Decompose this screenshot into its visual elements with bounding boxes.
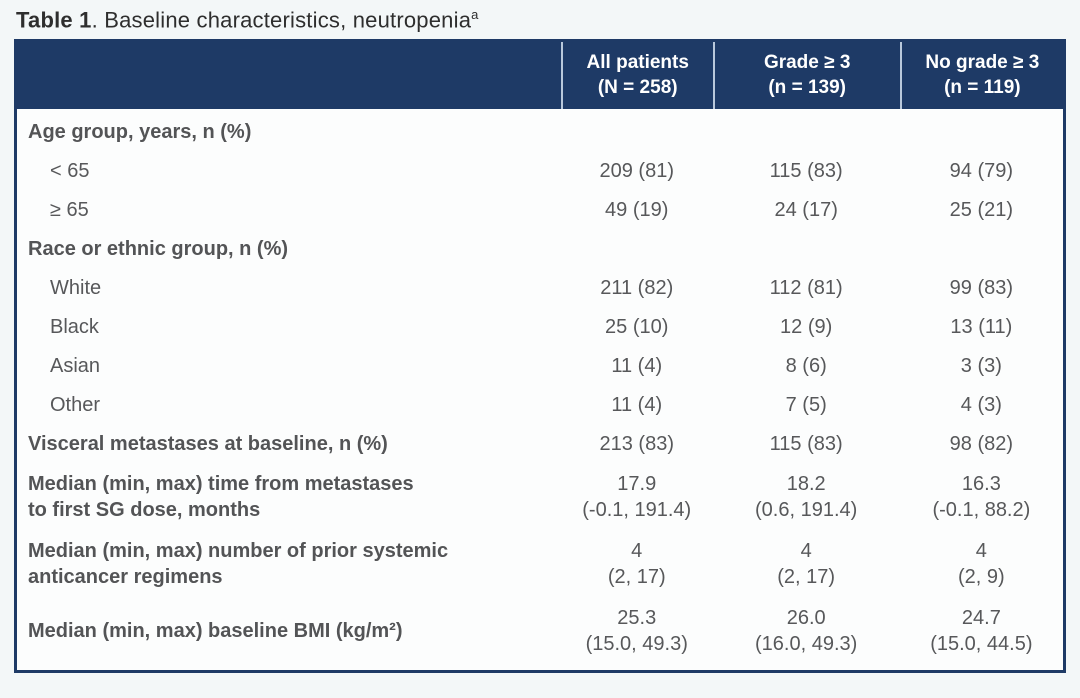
cell-value: 11 (4) <box>611 354 663 377</box>
cell-value: 16.3 (-0.1, 88.2) <box>932 472 1031 521</box>
table-header-row: All patients (N = 258) Grade ≥ 3 (n = 13… <box>17 42 1063 109</box>
table-title-footnote-marker: a <box>471 7 479 22</box>
cell-value: 211 (82) <box>600 276 674 299</box>
cell-value: 4 (2, 9) <box>958 539 1005 588</box>
cell-value: 4 (2, 17) <box>607 539 666 588</box>
table-row: Black 25 (10) 12 (9) 13 (11) <box>17 308 1063 347</box>
cell-value: 112 (81) <box>769 276 843 299</box>
cell-value: 4 (2, 17) <box>777 539 836 588</box>
table-title-prefix: Table 1 <box>16 7 92 33</box>
row-label: Race or ethnic group, n (%) <box>28 237 289 260</box>
cell-value: 25.3 (15.0, 49.3) <box>585 606 688 655</box>
cell-value: 115 (83) <box>769 432 843 455</box>
cell-value: 94 (79) <box>949 159 1014 182</box>
table-title: Table 1. Baseline characteristics, neutr… <box>0 0 1080 39</box>
cell-value: 12 (9) <box>780 315 833 338</box>
table-row: Race or ethnic group, n (%) <box>17 230 1063 269</box>
row-label: Median (min, max) number of prior system… <box>28 539 449 588</box>
cell-value: 98 (82) <box>949 432 1014 455</box>
cell-value: 8 (6) <box>785 354 827 377</box>
column-header-all-patients: All patients (N = 258) <box>560 42 713 109</box>
cell-value: 17.9 (-0.1, 191.4) <box>582 472 692 521</box>
table-row: Asian 11 (4) 8 (6) 3 (3) <box>17 347 1063 386</box>
cell-value: 11 (4) <box>611 393 663 416</box>
table-row: Median (min, max) number of prior system… <box>17 531 1063 598</box>
row-label: < 65 <box>50 159 90 182</box>
row-label: Age group, years, n (%) <box>28 120 252 143</box>
cell-value: 209 (81) <box>599 159 674 182</box>
row-label: Black <box>50 315 99 338</box>
row-label: ≥ 65 <box>50 198 89 221</box>
cell-value: 26.0 (16.0, 49.3) <box>755 606 858 655</box>
cell-value: 99 (83) <box>949 276 1014 299</box>
cell-value: 3 (3) <box>960 354 1002 377</box>
row-label: Median (min, max) baseline BMI (kg/m²) <box>28 619 403 642</box>
cell-value: 25 (10) <box>605 315 669 338</box>
table-row: Age group, years, n (%) <box>17 113 1063 152</box>
cell-value: 4 (3) <box>960 393 1002 416</box>
table-row: Median (min, max) time from metastases t… <box>17 464 1063 531</box>
cell-value: 49 (19) <box>605 198 669 221</box>
cell-value: 24 (17) <box>774 198 838 221</box>
column-header-no-grade-ge3: No grade ≥ 3 (n = 119) <box>899 42 1063 109</box>
row-label: White <box>50 276 102 299</box>
table-row: Median (min, max) baseline BMI (kg/m²) 2… <box>17 598 1063 665</box>
cell-value: 7 (5) <box>785 393 827 416</box>
baseline-characteristics-table: All patients (N = 258) Grade ≥ 3 (n = 13… <box>14 39 1066 673</box>
header-stub-cell <box>17 42 561 109</box>
table-row: White 211 (82) 112 (81) 99 (83) <box>17 269 1063 308</box>
cell-value: 25 (21) <box>949 198 1014 221</box>
table-title-text: . Baseline characteristics, neutropenia <box>91 7 472 33</box>
table-row: Visceral metastases at baseline, n (%) 2… <box>17 425 1063 464</box>
table-row: Other 11 (4) 7 (5) 4 (3) <box>17 386 1063 425</box>
cell-value: 213 (83) <box>599 432 674 455</box>
row-label: Other <box>50 393 101 416</box>
row-label: Median (min, max) time from metastases t… <box>28 472 414 521</box>
column-header-grade-ge3: Grade ≥ 3 (n = 139) <box>712 42 900 109</box>
row-label: Asian <box>50 354 101 377</box>
cell-value: 115 (83) <box>769 159 843 182</box>
cell-value: 24.7 (15.0, 44.5) <box>930 606 1033 655</box>
cell-value: 13 (11) <box>950 315 1013 338</box>
table-row: < 65 209 (81) 115 (83) 94 (79) <box>17 152 1063 191</box>
row-label: Visceral metastases at baseline, n (%) <box>28 432 388 455</box>
table-row: ≥ 65 49 (19) 24 (17) 25 (21) <box>17 191 1063 230</box>
cell-value: 18.2 (0.6, 191.4) <box>755 472 858 521</box>
table-body: Age group, years, n (%) < 65 209 (81) 11… <box>17 109 1063 670</box>
